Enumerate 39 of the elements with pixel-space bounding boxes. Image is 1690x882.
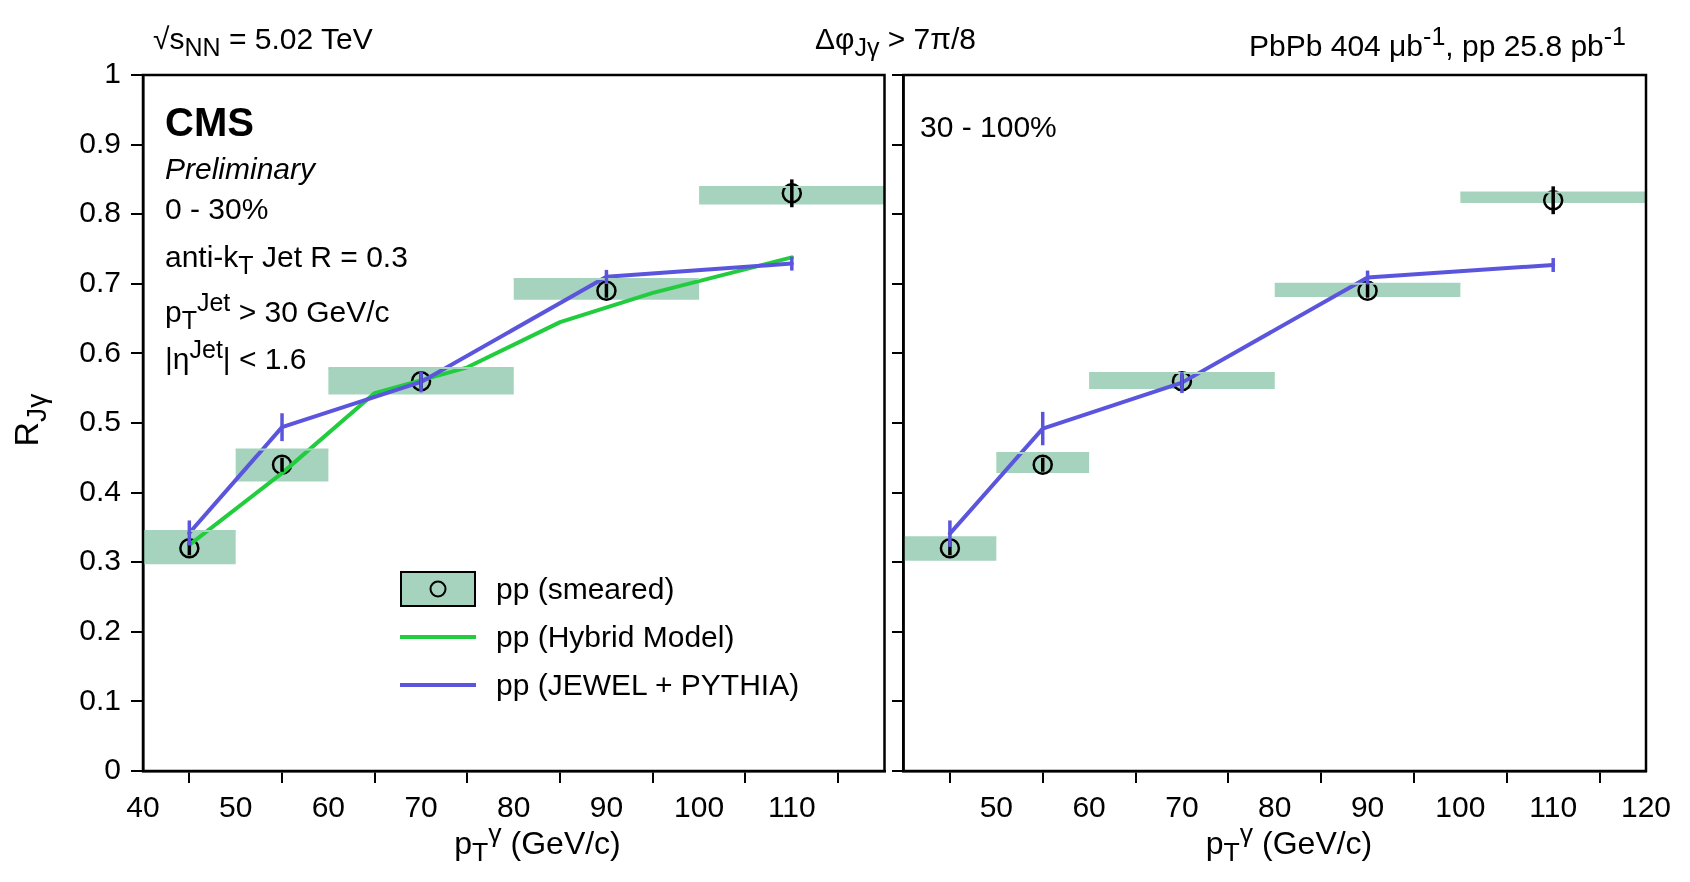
- y-tick-label: 0.1: [79, 682, 121, 716]
- y-tick-label: 0.4: [79, 473, 121, 507]
- x-tick-label: 120: [1620, 790, 1672, 824]
- annotation: anti-k$_{T}$ Jet R = 0.3: [165, 240, 408, 280]
- y-tick-label: 0.5: [79, 404, 121, 438]
- point: [596, 280, 617, 302]
- annotation: 30 - 100%: [920, 110, 1057, 144]
- point: [939, 538, 961, 559]
- legend-label: pp (JEWEL + PYTHIA): [496, 668, 800, 702]
- chart-title: √s$_{NN}$ = 5.02 TeV: [153, 22, 373, 62]
- x-tick-label: 100: [674, 790, 725, 824]
- y-tick-label: 0.2: [79, 613, 121, 647]
- y-tick-label: 0.9: [79, 125, 121, 159]
- x-tick-label: 70: [404, 790, 438, 824]
- chart-title: PbPb 404 μb$^{-1}$, pp 25.8 pb$^{-1}$: [1248, 22, 1626, 63]
- x-tick-label: 50: [979, 790, 1013, 824]
- y-tick-label: 0: [104, 752, 121, 786]
- x-tick-label: 60: [311, 790, 346, 824]
- annotation: Preliminary: [165, 152, 316, 186]
- chart-subtitle: Δφ$_{Jγ}$ > 7π/8: [814, 22, 976, 62]
- x-tick-label: 40: [126, 790, 160, 824]
- y-tick-label: 0.3: [79, 543, 121, 577]
- x-tick-label: 50: [219, 790, 253, 824]
- y-tick-label: 1: [104, 56, 121, 90]
- annotation: p$_{T}$$^{Jet}$ > 30 GeV/c: [165, 288, 390, 335]
- annotation: |η$^{Jet}$| < 1.6: [165, 335, 307, 376]
- point: [1032, 454, 1053, 476]
- y-tick-label: 0.7: [79, 265, 121, 299]
- annotation: CMS: [165, 100, 254, 145]
- x-tick-label: 110: [1529, 790, 1578, 824]
- annotation: 0 - 30%: [165, 192, 269, 226]
- x-tick-label: 100: [1435, 790, 1486, 824]
- legend-label: pp (smeared): [496, 572, 675, 606]
- x-tick-label: 110: [767, 790, 816, 824]
- x-tick-label: 60: [1072, 790, 1106, 824]
- y-tick-label: 0.8: [79, 195, 121, 229]
- y-tick-label: 0.6: [79, 334, 121, 368]
- x-tick-label: 70: [1165, 790, 1199, 824]
- legend-label: pp (Hybrid Model): [496, 620, 735, 654]
